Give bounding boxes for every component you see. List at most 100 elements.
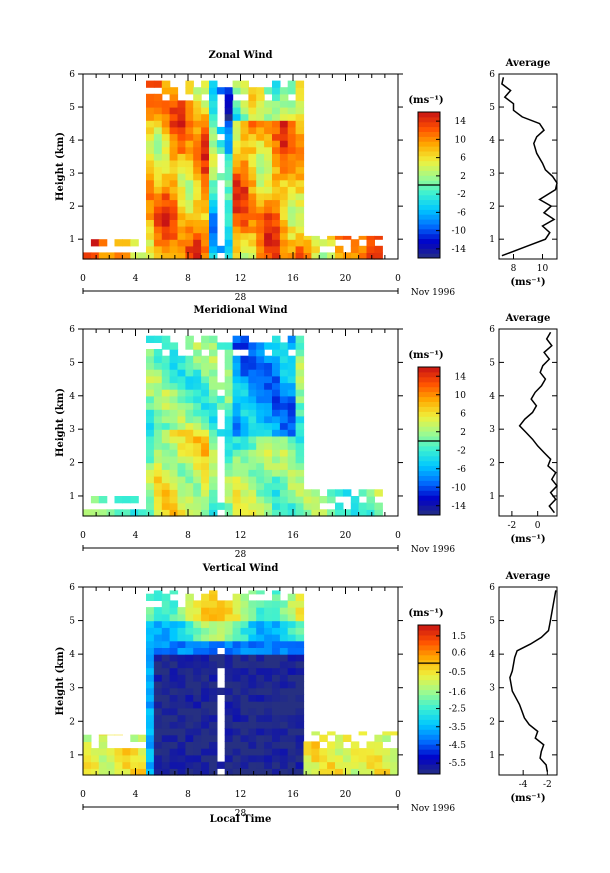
- heatmap-cell: [366, 239, 375, 247]
- heatmap-cell: [358, 754, 368, 763]
- heatmap-cell: [232, 402, 242, 410]
- heatmap-cell: [350, 509, 360, 517]
- heatmap-cell: [358, 748, 368, 756]
- heatmap-cell: [177, 627, 186, 635]
- heatmap-cell: [240, 186, 249, 194]
- heatmap-cell: [224, 245, 234, 253]
- heatmap-cell: [201, 120, 210, 128]
- heatmap-cell: [146, 640, 155, 648]
- zonal-heatmap: [83, 80, 383, 260]
- heatmap-cell: [256, 768, 265, 776]
- heatmap-cell: [272, 634, 281, 642]
- heatmap-cell: [279, 509, 289, 517]
- heatmap-cell: [272, 186, 281, 194]
- x-tick-label: 0: [395, 790, 401, 800]
- heatmap-cell: [209, 362, 218, 370]
- heatmap-cell: [272, 647, 281, 655]
- y-tick-label: 2: [69, 202, 75, 212]
- heatmap-cell: [161, 126, 171, 135]
- heatmap-cell: [358, 489, 368, 497]
- heatmap-cell: [240, 429, 249, 437]
- heatmap-cell: [272, 590, 281, 595]
- heatmap-cell: [374, 761, 383, 769]
- heatmap-cell: [248, 362, 257, 370]
- heatmap-cell: [193, 748, 202, 756]
- heatmap-cell: [374, 245, 383, 253]
- heatmap-cell: [240, 212, 249, 220]
- heatmap-cell: [122, 239, 131, 247]
- heatmap-cell: [161, 100, 171, 108]
- colorbar-segment: [418, 709, 440, 715]
- heatmap-cell: [114, 768, 123, 776]
- heatmap-cell: [185, 146, 194, 154]
- heatmap-cell: [153, 369, 163, 377]
- heatmap-cell: [295, 681, 305, 689]
- heatmap-cell: [240, 754, 249, 763]
- heatmap-cell: [287, 342, 297, 350]
- heatmap-cell: [201, 761, 210, 769]
- date-label: 28: [235, 293, 247, 303]
- heatmap-cell: [240, 133, 249, 141]
- heatmap-cell: [209, 482, 218, 490]
- heatmap-cell: [185, 660, 194, 669]
- heatmap-cell: [224, 349, 234, 357]
- heatmap-cell: [272, 640, 281, 648]
- heatmap-cell: [185, 647, 194, 655]
- heatmap-cell: [248, 409, 257, 417]
- heatmap-cell: [146, 335, 155, 343]
- heatmap-cell: [335, 741, 344, 749]
- heatmap-cell: [240, 355, 249, 363]
- heatmap-cell: [311, 754, 320, 763]
- heatmap-cell: [224, 768, 234, 776]
- heatmap-cell: [177, 741, 186, 749]
- heatmap-cell: [153, 449, 163, 457]
- heatmap-cell: [240, 435, 249, 444]
- heatmap-cell: [177, 382, 186, 390]
- heatmap-cell: [264, 694, 273, 702]
- heatmap-cell: [264, 179, 273, 187]
- heatmap-cell: [279, 93, 289, 101]
- colorbar-segment: [418, 485, 440, 491]
- heatmap-cell: [169, 674, 179, 682]
- heatmap-cell: [201, 768, 210, 776]
- heatmap-cell: [264, 140, 273, 148]
- heatmap-cell: [201, 728, 210, 736]
- heatmap-cell: [201, 239, 210, 247]
- heatmap-cell: [161, 502, 171, 510]
- heatmap-cell: [264, 634, 273, 642]
- heatmap-cell: [374, 502, 383, 510]
- heatmap-cell: [122, 509, 131, 517]
- heatmap-cell: [185, 335, 194, 343]
- heatmap-cell: [279, 728, 289, 736]
- heatmap-cell: [185, 687, 194, 695]
- heatmap-cell: [295, 768, 305, 776]
- heatmap-cell: [303, 502, 312, 510]
- heatmap-cell: [83, 768, 92, 776]
- heatmap-cell: [256, 87, 265, 95]
- heatmap-cell: [177, 375, 186, 384]
- heatmap-cell: [272, 462, 281, 470]
- heatmap-cell: [272, 429, 281, 437]
- heatmap-cell: [201, 395, 210, 404]
- heatmap-cell: [169, 707, 179, 716]
- colorbar-segment: [418, 630, 440, 636]
- heatmap-cell: [153, 126, 163, 135]
- heatmap-cell: [264, 422, 273, 430]
- heatmap-cell: [240, 694, 249, 702]
- heatmap-cell: [287, 245, 297, 253]
- colorbar-segment: [418, 170, 440, 176]
- heatmap-cell: [130, 509, 139, 517]
- x-tick-label: 4: [133, 274, 139, 284]
- heatmap-cell: [177, 199, 186, 207]
- heatmap-cell: [232, 422, 242, 430]
- heatmap-cell: [98, 761, 108, 769]
- heatmap-cell: [240, 173, 249, 181]
- heatmap-cell: [256, 126, 265, 135]
- heatmap-cell: [201, 647, 210, 655]
- heatmap-cell: [185, 199, 194, 207]
- heatmap-cell: [130, 252, 139, 260]
- heatmap-cell: [161, 362, 171, 370]
- heatmap-cell: [177, 607, 186, 615]
- heatmap-cell: [256, 173, 265, 181]
- average-y-tick-label: 6: [489, 70, 495, 80]
